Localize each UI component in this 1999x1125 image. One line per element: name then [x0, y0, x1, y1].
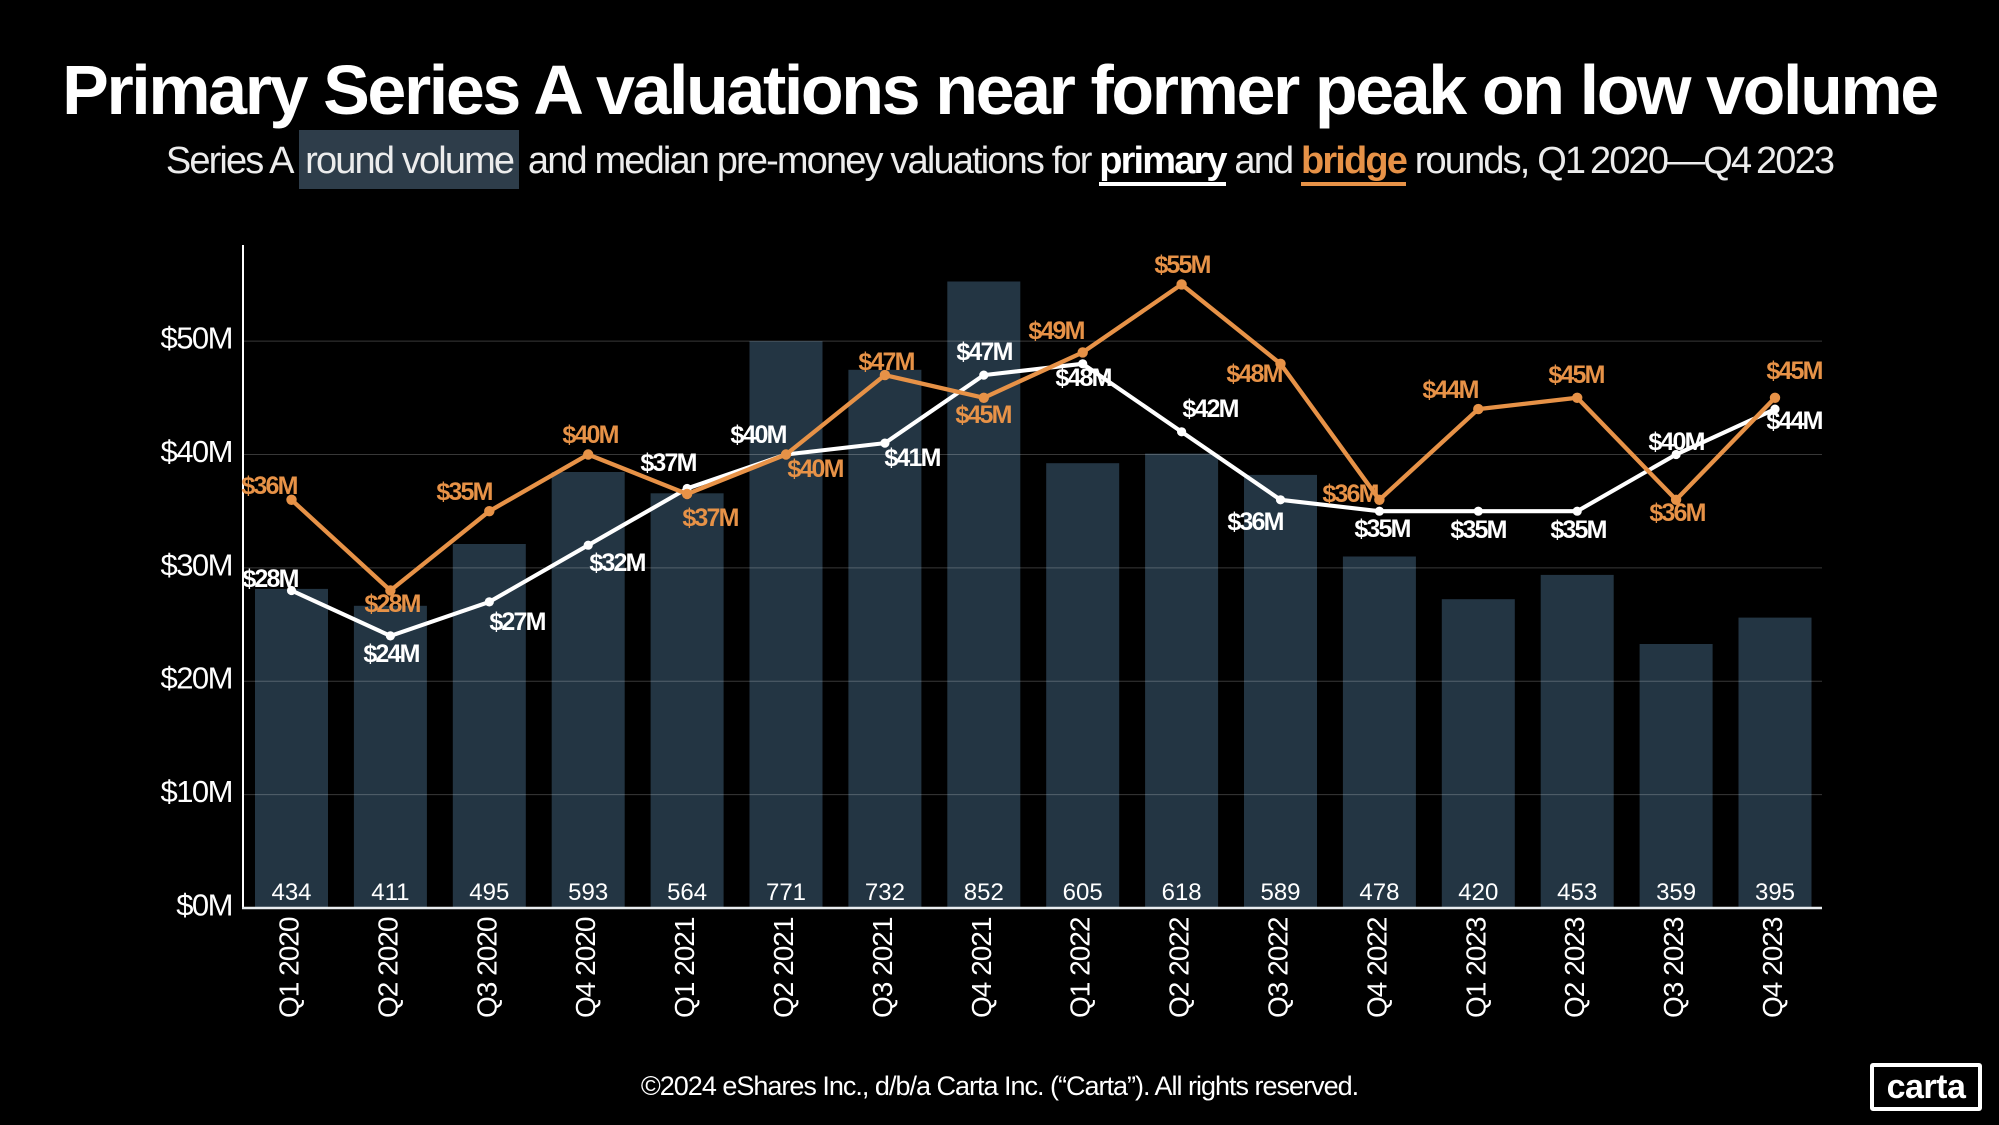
svg-text:$27M: $27M	[489, 608, 545, 636]
svg-text:Q3 2020: Q3 2020	[471, 917, 502, 1018]
svg-text:$45M: $45M	[955, 401, 1011, 429]
svg-text:Q3 2023: Q3 2023	[1658, 917, 1689, 1018]
svg-text:852: 852	[964, 879, 1004, 906]
svg-text:Q2 2023: Q2 2023	[1559, 917, 1590, 1018]
svg-text:$40M: $40M	[562, 421, 618, 449]
svg-text:$28M: $28M	[242, 565, 298, 593]
svg-text:495: 495	[469, 879, 509, 906]
svg-text:$42M: $42M	[1182, 395, 1238, 423]
svg-text:$32M: $32M	[589, 549, 645, 577]
svg-text:411: 411	[371, 879, 409, 906]
svg-text:589: 589	[1260, 879, 1300, 906]
svg-text:$44M: $44M	[1766, 407, 1822, 435]
svg-text:395: 395	[1755, 879, 1795, 906]
svg-text:Q1 2020: Q1 2020	[274, 917, 305, 1018]
svg-text:564: 564	[667, 879, 707, 906]
svg-text:605: 605	[1063, 879, 1103, 906]
svg-text:420: 420	[1458, 879, 1498, 906]
svg-text:$0M: $0M	[176, 888, 232, 923]
svg-text:771: 771	[766, 879, 806, 906]
svg-text:$10M: $10M	[160, 774, 232, 809]
svg-text:$20M: $20M	[160, 661, 232, 696]
svg-text:618: 618	[1162, 879, 1202, 906]
svg-text:Q4 2020: Q4 2020	[570, 917, 601, 1018]
svg-text:593: 593	[568, 879, 608, 906]
svg-text:$50M: $50M	[160, 321, 232, 356]
svg-text:$36M: $36M	[1322, 480, 1378, 508]
svg-text:$40M: $40M	[787, 455, 843, 483]
svg-text:$37M: $37M	[682, 504, 738, 532]
svg-text:$28M: $28M	[364, 590, 420, 618]
svg-text:Q3 2021: Q3 2021	[867, 917, 898, 1018]
svg-text:Q1 2022: Q1 2022	[1065, 917, 1096, 1018]
svg-text:453: 453	[1557, 879, 1597, 906]
svg-text:$45M: $45M	[1548, 361, 1604, 389]
svg-text:$41M: $41M	[884, 444, 940, 472]
svg-text:Q1 2021: Q1 2021	[669, 917, 700, 1018]
svg-text:434: 434	[271, 879, 311, 906]
svg-text:$45M: $45M	[1766, 357, 1822, 385]
svg-text:$44M: $44M	[1422, 376, 1478, 404]
svg-text:$30M: $30M	[160, 547, 232, 582]
svg-text:$35M: $35M	[1550, 516, 1606, 544]
svg-text:$35M: $35M	[436, 478, 492, 506]
svg-text:$55M: $55M	[1154, 251, 1210, 279]
svg-text:$40M: $40M	[160, 434, 232, 469]
svg-text:Q4 2021: Q4 2021	[966, 917, 997, 1018]
svg-text:$36M: $36M	[1227, 508, 1283, 536]
svg-text:359: 359	[1656, 879, 1696, 906]
svg-text:$24M: $24M	[363, 640, 419, 668]
svg-text:Q3 2022: Q3 2022	[1263, 917, 1294, 1018]
svg-text:Q2 2021: Q2 2021	[768, 917, 799, 1018]
svg-text:Q1 2023: Q1 2023	[1460, 917, 1491, 1018]
svg-text:$40M: $40M	[1648, 428, 1704, 456]
svg-text:Q4 2022: Q4 2022	[1361, 917, 1392, 1018]
svg-text:$48M: $48M	[1226, 360, 1282, 388]
svg-text:478: 478	[1359, 879, 1399, 906]
svg-text:$35M: $35M	[1354, 515, 1410, 543]
svg-text:$49M: $49M	[1028, 317, 1084, 345]
svg-text:$47M: $47M	[956, 338, 1012, 366]
svg-text:$36M: $36M	[1649, 499, 1705, 527]
svg-text:Q4 2023: Q4 2023	[1757, 917, 1788, 1018]
svg-text:$48M: $48M	[1055, 364, 1111, 392]
svg-text:$37M: $37M	[640, 449, 696, 477]
svg-text:$36M: $36M	[241, 472, 297, 500]
svg-text:$47M: $47M	[858, 348, 914, 376]
svg-text:$40M: $40M	[730, 421, 786, 449]
svg-text:732: 732	[865, 879, 905, 906]
svg-text:Q2 2022: Q2 2022	[1164, 917, 1195, 1018]
svg-text:$35M: $35M	[1450, 516, 1506, 544]
svg-text:Q2 2020: Q2 2020	[372, 917, 403, 1018]
